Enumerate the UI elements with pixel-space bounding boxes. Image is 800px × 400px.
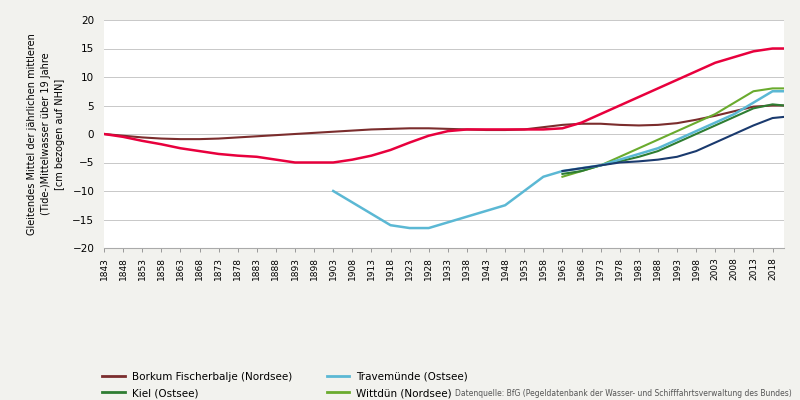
Y-axis label: Gleitendes Mittel der jährlichen mittleren
(Tide-)Mittelwasser über 19 Jahre
[cm: Gleitendes Mittel der jährlichen mittler… bbox=[27, 33, 66, 235]
Text: Datenquelle: BfG (Pegeldatenbank der Wasser- und Schifffahrtsverwaltung des Bund: Datenquelle: BfG (Pegeldatenbank der Was… bbox=[455, 389, 792, 398]
Legend: Borkum Fischerbalje (Nordsee), Kiel (Ostsee), Cuxhaven Steubenhöft (Nordsee), Tr: Borkum Fischerbalje (Nordsee), Kiel (Ost… bbox=[102, 372, 467, 400]
